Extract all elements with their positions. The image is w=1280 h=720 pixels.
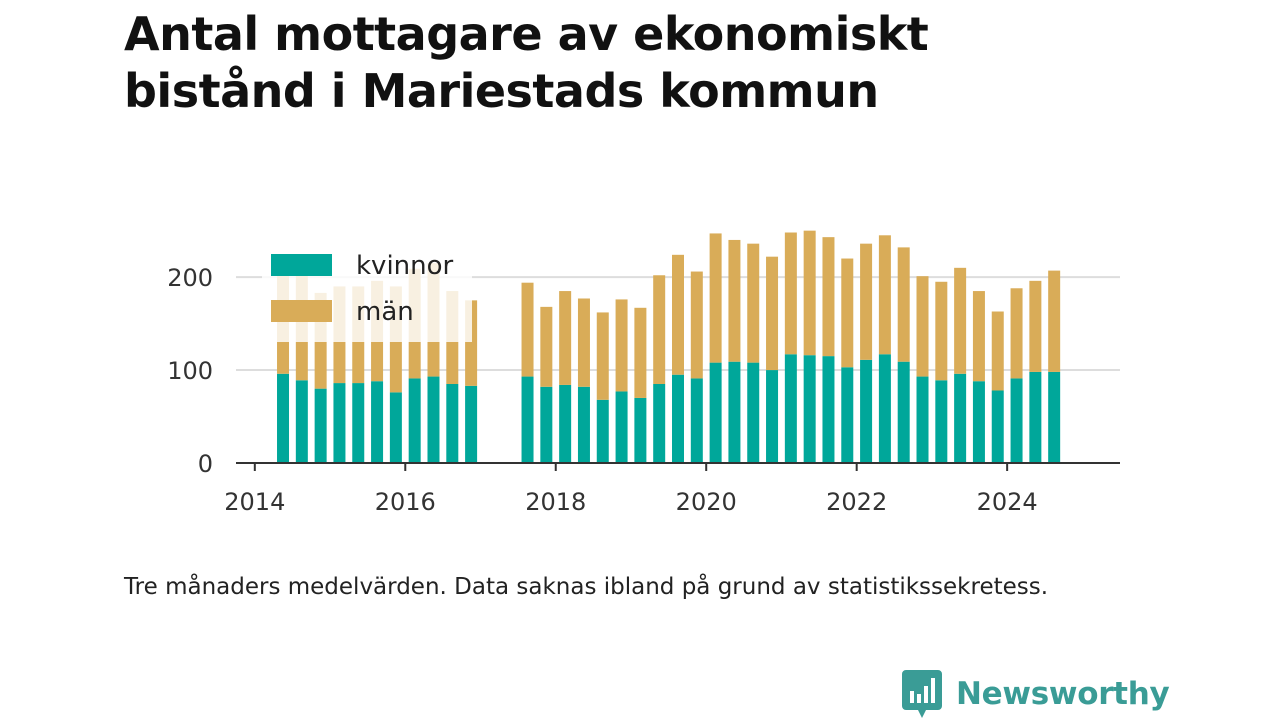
bar-kvinnor — [577, 386, 590, 463]
bar-kvinnor — [446, 384, 459, 463]
x-tick-label: 2014 — [224, 488, 285, 516]
bar-kvinnor — [916, 376, 929, 463]
bar-man — [690, 271, 703, 379]
newsworthy-chart-bubble-icon — [902, 670, 942, 718]
bar-man — [709, 233, 722, 363]
stacked-bar-chart: 0 100 200 2014 2016 2018 2020 2022 2024 kvinnor… — [167, 230, 1120, 516]
legend-label: män — [356, 297, 414, 327]
bar-man — [1010, 288, 1023, 379]
bar-kvinnor — [653, 384, 666, 463]
bar-man — [653, 275, 666, 384]
bar-kvinnor — [333, 383, 346, 463]
bar-kvinnor — [972, 381, 985, 463]
bar-kvinnor — [822, 356, 835, 463]
bar-kvinnor — [728, 361, 741, 463]
bar-man — [634, 307, 647, 398]
bar-kvinnor — [991, 390, 1004, 463]
bar-kvinnor — [596, 399, 609, 463]
x-axis: 2014 2016 2018 2020 2022 2024 — [224, 462, 1120, 516]
bar-man — [916, 276, 929, 377]
bar-kvinnor — [295, 380, 308, 463]
bar-man — [878, 235, 891, 355]
bar-kvinnor — [389, 392, 402, 463]
bar-kvinnor — [371, 381, 384, 463]
bar-kvinnor — [784, 354, 797, 463]
bar-kvinnor — [935, 380, 948, 463]
brand-logo: Newsworthy — [902, 670, 1170, 718]
bar-kvinnor — [1029, 371, 1042, 463]
bar-kvinnor — [1010, 378, 1023, 463]
bar-man — [540, 306, 553, 387]
y-axis-tick-labels: 0 100 200 — [167, 264, 213, 478]
bar-man — [822, 237, 835, 357]
brand-name: Newsworthy — [956, 676, 1170, 712]
bars — [277, 230, 1061, 463]
bar-man — [954, 267, 967, 374]
bar-man — [766, 256, 779, 371]
legend-label: kvinnor — [356, 251, 454, 281]
bar-kvinnor — [540, 386, 553, 463]
x-tick-label: 2020 — [676, 488, 737, 516]
x-tick-label: 2018 — [525, 488, 586, 516]
bar-kvinnor — [766, 370, 779, 463]
chart-title: Antal mottagare av ekonomiskt bistånd i … — [124, 7, 929, 118]
x-tick-label: 2022 — [826, 488, 887, 516]
bar-man — [784, 232, 797, 355]
bar-man — [559, 291, 572, 385]
bar-kvinnor — [747, 362, 760, 463]
bar-kvinnor — [672, 374, 684, 463]
legend-swatch-0 — [271, 254, 332, 276]
chart-caption: Tre månaders medelvärden. Data saknas ib… — [124, 574, 1049, 600]
bar-kvinnor — [897, 361, 910, 463]
bar-man — [672, 254, 684, 375]
bar-kvinnor — [615, 391, 628, 463]
bar-kvinnor — [352, 383, 365, 463]
bar-man — [747, 243, 760, 363]
bar-kvinnor — [559, 384, 572, 463]
bar-man — [615, 299, 628, 392]
bar-man — [803, 230, 816, 356]
bar-kvinnor — [803, 355, 816, 463]
legend-swatch-1 — [271, 300, 332, 322]
legend: kvinnor män — [262, 244, 472, 342]
bar-kvinnor — [408, 378, 421, 463]
bar-kvinnor — [841, 367, 854, 463]
x-tick-label: 2016 — [375, 488, 436, 516]
bar-man — [1048, 270, 1061, 372]
bar-man — [972, 291, 985, 382]
bar-kvinnor — [521, 376, 534, 463]
x-tick-label: 2024 — [977, 488, 1038, 516]
bar-man — [991, 311, 1004, 391]
bar-man — [521, 282, 534, 377]
bar-man — [935, 281, 948, 381]
bar-man — [728, 239, 741, 362]
bar-kvinnor — [465, 385, 478, 463]
bar-kvinnor — [878, 354, 891, 463]
bar-kvinnor — [634, 397, 647, 463]
bar-man — [596, 312, 609, 400]
bar-man — [860, 243, 873, 360]
bar-kvinnor — [1048, 371, 1061, 463]
y-tick-label: 0 — [198, 450, 213, 478]
bar-man — [577, 298, 590, 387]
bar-kvinnor — [709, 362, 722, 463]
bar-man — [897, 247, 910, 362]
bar-kvinnor — [954, 373, 967, 463]
y-tick-label: 200 — [167, 264, 213, 292]
bar-man — [1029, 280, 1042, 372]
bar-kvinnor — [314, 388, 327, 463]
bar-man — [841, 258, 854, 368]
bar-kvinnor — [860, 359, 873, 463]
bar-kvinnor — [690, 378, 703, 463]
bar-kvinnor — [277, 373, 290, 463]
bar-kvinnor — [427, 376, 440, 463]
y-tick-label: 100 — [167, 357, 213, 385]
